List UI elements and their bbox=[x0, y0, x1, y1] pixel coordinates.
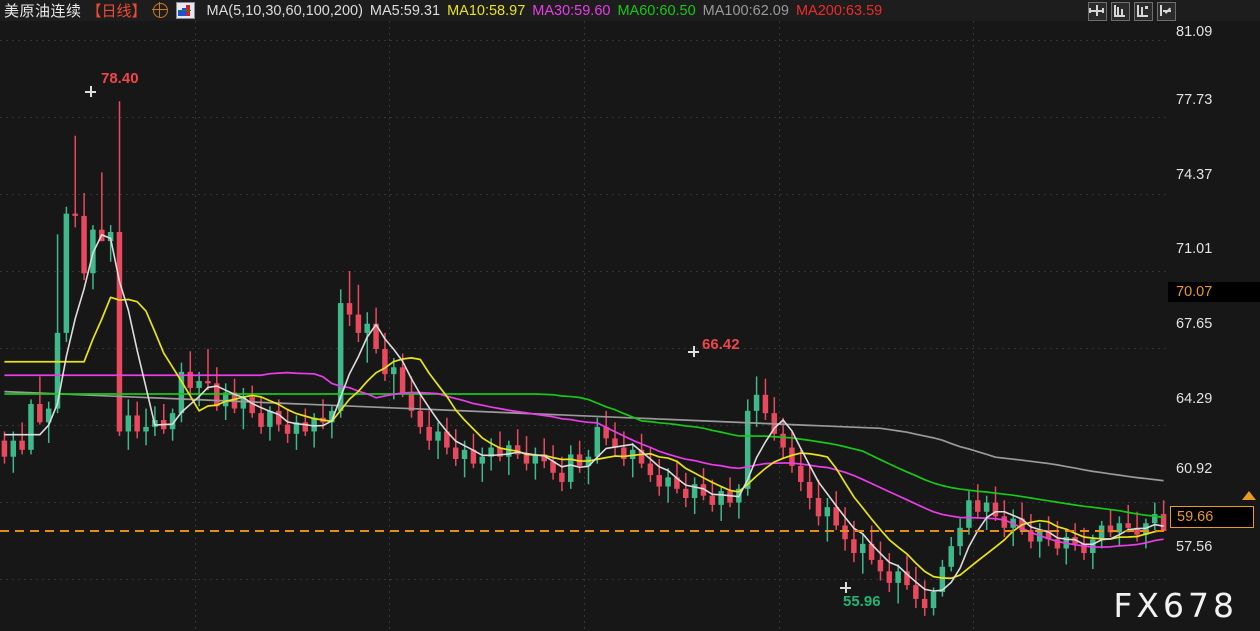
ma30-readout: MA30:59.60 bbox=[532, 2, 611, 19]
axis-tick: 64.29 bbox=[1176, 391, 1213, 407]
gridline-vertical bbox=[194, 21, 196, 631]
axis-tick: 60.92 bbox=[1176, 461, 1213, 477]
current-price-arrow-icon bbox=[1242, 491, 1256, 500]
ma5-line bbox=[4, 233, 1164, 592]
candlestick-series bbox=[1, 101, 1167, 616]
middle-marker-icon bbox=[688, 346, 699, 357]
low-marker-icon bbox=[840, 582, 851, 593]
ma-config-label: MA(5,10,30,60,100,200) bbox=[206, 2, 363, 19]
chart-gridlines bbox=[0, 21, 1168, 631]
chart-indicator-icon[interactable] bbox=[175, 2, 195, 19]
mid-price-marker: 70.07 bbox=[1168, 282, 1260, 302]
current-price-line bbox=[0, 530, 1168, 532]
watermark: FX678 bbox=[1113, 586, 1238, 625]
chart-header: 美原油连续 【日线】 MA(5,10,30,60,100,200) MA5:59… bbox=[0, 0, 1260, 21]
current-price-badge[interactable]: 59.66 bbox=[1170, 506, 1254, 528]
symbol-name[interactable]: 美原油连续 bbox=[4, 3, 82, 20]
zoom-right-icon[interactable] bbox=[1134, 2, 1153, 21]
middle-annotation: 66.42 bbox=[702, 336, 740, 353]
price-chart-plot[interactable]: 78.40 66.42 55.96 bbox=[0, 21, 1168, 631]
ma30-line bbox=[4, 371, 1164, 548]
price-axis[interactable]: 81.09 77.73 74.37 71.01 70.07 67.65 64.2… bbox=[1168, 21, 1260, 631]
gridline-vertical bbox=[389, 21, 391, 631]
ma60-line bbox=[4, 393, 1164, 519]
crosshair-circle-icon[interactable] bbox=[151, 2, 168, 18]
low-annotation: 55.96 bbox=[843, 593, 881, 610]
moving-average-lines bbox=[4, 233, 1164, 592]
axis-tick: 81.09 bbox=[1176, 24, 1213, 40]
ma10-readout: MA10:58.97 bbox=[447, 2, 526, 19]
ma10-line bbox=[4, 296, 1164, 580]
ma100-readout: MA100:62.09 bbox=[702, 2, 789, 19]
ma200-readout: MA200:63.59 bbox=[795, 2, 883, 19]
high-marker-icon bbox=[85, 86, 96, 97]
axis-tick: 57.56 bbox=[1176, 539, 1213, 555]
axis-tick: 77.73 bbox=[1176, 92, 1213, 108]
axis-tick: 67.65 bbox=[1176, 316, 1213, 332]
chart-toolbar[interactable] bbox=[1088, 2, 1176, 21]
candlestick-canvas bbox=[0, 21, 1167, 616]
zoom-left-icon[interactable] bbox=[1111, 2, 1130, 21]
axis-tick: 71.01 bbox=[1176, 241, 1213, 257]
shift-right-icon[interactable] bbox=[1157, 2, 1176, 21]
gridline-vertical bbox=[973, 21, 975, 631]
ma5-readout: MA5:59.31 bbox=[369, 2, 441, 19]
ma60-readout: MA60:60.50 bbox=[617, 2, 696, 19]
gridline-vertical bbox=[584, 21, 585, 631]
axis-tick: 74.37 bbox=[1176, 167, 1213, 183]
crosshair-move-icon[interactable] bbox=[1088, 2, 1107, 21]
gridline-vertical bbox=[778, 21, 780, 631]
ma100-line bbox=[4, 390, 1164, 482]
high-annotation: 78.40 bbox=[101, 70, 139, 87]
period-label[interactable]: 【日线】 bbox=[86, 3, 147, 20]
